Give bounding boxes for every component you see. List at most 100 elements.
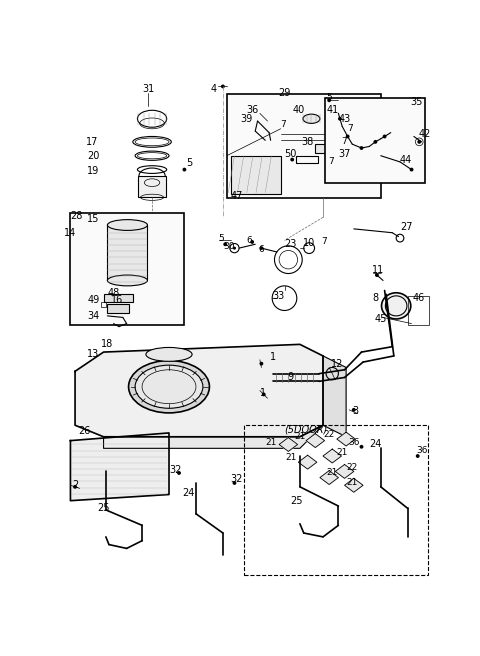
Bar (408, 296, 429, 325)
Text: 21: 21 (285, 453, 296, 462)
Bar (325, 113, 347, 127)
Circle shape (250, 240, 254, 244)
Bar (244, 425, 428, 575)
Polygon shape (345, 478, 363, 492)
Text: 2: 2 (72, 480, 78, 490)
Text: 40: 40 (292, 104, 304, 115)
Text: 9: 9 (288, 373, 294, 382)
Text: 5: 5 (326, 93, 332, 102)
Circle shape (233, 247, 236, 250)
Text: 15: 15 (87, 214, 100, 224)
Text: 7: 7 (280, 121, 286, 129)
Text: 17: 17 (86, 137, 98, 147)
Text: 41: 41 (326, 104, 338, 115)
Polygon shape (299, 455, 317, 469)
Ellipse shape (135, 365, 203, 408)
Circle shape (177, 471, 181, 475)
Circle shape (383, 134, 386, 138)
Bar (104, 295, 133, 302)
Circle shape (290, 157, 294, 161)
Text: 4: 4 (211, 85, 217, 94)
Text: 13: 13 (87, 350, 100, 359)
Circle shape (375, 273, 379, 277)
Text: 5: 5 (187, 158, 193, 169)
Text: 29: 29 (278, 88, 291, 98)
Text: 7: 7 (328, 157, 334, 167)
Text: 35: 35 (411, 97, 423, 107)
Bar (296, 155, 318, 163)
Polygon shape (279, 438, 298, 451)
Circle shape (260, 361, 264, 365)
Text: 21: 21 (326, 468, 338, 478)
Text: 3: 3 (352, 406, 359, 417)
Text: 5: 5 (218, 234, 224, 243)
Text: 21: 21 (294, 432, 306, 441)
Circle shape (221, 85, 225, 89)
Text: 48: 48 (108, 288, 120, 298)
Circle shape (262, 392, 265, 396)
Text: 27: 27 (400, 222, 412, 232)
Text: 21: 21 (336, 447, 348, 457)
Text: 6: 6 (246, 236, 252, 245)
Bar (325, 98, 425, 182)
Text: 32: 32 (169, 465, 181, 475)
Circle shape (352, 408, 356, 412)
Bar (138, 176, 166, 197)
Polygon shape (323, 449, 341, 463)
Text: 45: 45 (374, 314, 387, 324)
Text: 22: 22 (347, 463, 358, 472)
Text: 10: 10 (303, 237, 315, 248)
Circle shape (416, 454, 420, 458)
Circle shape (232, 481, 236, 485)
Text: 7: 7 (347, 124, 353, 133)
Circle shape (73, 485, 77, 489)
Polygon shape (323, 356, 346, 437)
Bar (101, 302, 106, 306)
Text: 30: 30 (223, 242, 235, 251)
Circle shape (260, 246, 264, 250)
Text: 42: 42 (419, 129, 431, 139)
Ellipse shape (303, 114, 320, 123)
Bar (227, 94, 381, 198)
Text: 24: 24 (182, 488, 194, 498)
Text: 36: 36 (348, 438, 360, 447)
Circle shape (223, 242, 227, 246)
Text: 24: 24 (369, 440, 382, 449)
Text: 22: 22 (324, 430, 335, 439)
Text: 34: 34 (87, 311, 100, 321)
Text: 8: 8 (372, 293, 378, 303)
Ellipse shape (108, 275, 147, 286)
Circle shape (360, 445, 363, 449)
Text: 1: 1 (260, 388, 266, 398)
Text: 7: 7 (341, 137, 347, 146)
Text: 47: 47 (230, 191, 243, 201)
Text: 21: 21 (347, 478, 358, 487)
Text: 28: 28 (71, 211, 83, 221)
Polygon shape (336, 464, 354, 478)
Polygon shape (320, 470, 338, 485)
Polygon shape (306, 434, 324, 447)
Text: 23: 23 (285, 239, 297, 249)
Text: 38: 38 (301, 137, 314, 147)
Text: 39: 39 (240, 113, 252, 124)
Bar (315, 144, 342, 154)
Text: 31: 31 (142, 85, 155, 94)
Text: (5DOOR): (5DOOR) (285, 424, 328, 434)
Ellipse shape (108, 220, 147, 230)
Text: 50: 50 (285, 149, 297, 159)
Text: 25: 25 (290, 496, 302, 506)
Text: 36: 36 (246, 104, 258, 115)
Text: 26: 26 (78, 426, 91, 436)
Text: 44: 44 (400, 155, 412, 165)
Bar (332, 155, 354, 163)
Text: 32: 32 (230, 474, 243, 484)
Text: 12: 12 (331, 359, 343, 369)
Circle shape (346, 134, 349, 138)
Text: 36: 36 (416, 446, 427, 455)
Circle shape (327, 98, 331, 102)
Bar (108, 304, 129, 313)
Circle shape (360, 146, 363, 150)
Polygon shape (75, 344, 323, 437)
Circle shape (354, 157, 358, 161)
Polygon shape (71, 433, 169, 501)
